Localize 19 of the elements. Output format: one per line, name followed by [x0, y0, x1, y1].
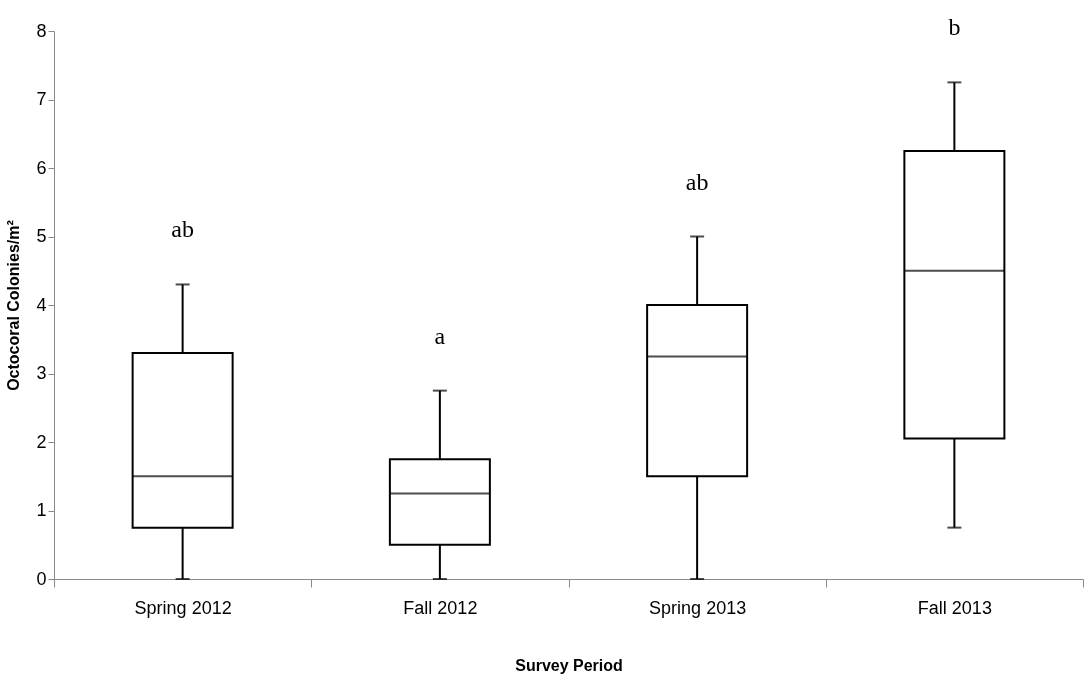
x-tick-label: Fall 2013	[917, 597, 992, 618]
x-tick-label: Fall 2012	[403, 597, 478, 618]
annotation: ab	[685, 168, 709, 195]
y-tick-label: 5	[36, 226, 47, 246]
y-tick-label: 1	[36, 500, 47, 520]
y-tick-label: 6	[36, 157, 47, 178]
x-axis-title: Survey Period	[515, 656, 623, 674]
annotation: b	[948, 14, 961, 41]
x-tick-label: Spring 2013	[649, 597, 747, 618]
annotation: ab	[171, 216, 194, 243]
y-tick-label: 2	[36, 431, 47, 452]
y-axis-title: Octocoral Colonies/m²	[5, 220, 23, 391]
y-tick-label: 0	[36, 568, 47, 589]
x-tick-label: Spring 2012	[134, 597, 232, 618]
y-tick-label: 4	[36, 294, 47, 315]
y-tick-label: 7	[36, 89, 47, 109]
y-tick-label: 8	[36, 20, 47, 41]
y-tick-label: 3	[36, 363, 47, 383]
annotation: a	[434, 322, 446, 349]
